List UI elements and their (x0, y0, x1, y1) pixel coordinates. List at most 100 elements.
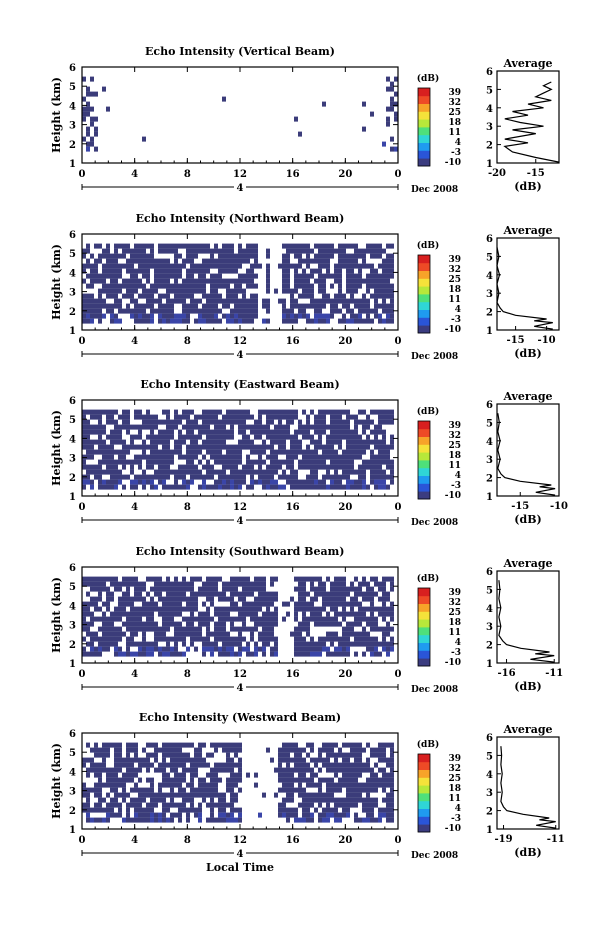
heatmap-cell (114, 606, 118, 612)
heatmap-cell (234, 444, 238, 450)
heatmap-cell (114, 626, 118, 632)
heatmap-cell (94, 243, 98, 249)
heatmap-cell (94, 131, 98, 137)
heatmap-cell (230, 797, 234, 803)
heatmap-cell (94, 263, 98, 269)
heatmap-cell (222, 469, 226, 475)
heatmap-cell (254, 248, 258, 254)
y-axis-label: Height (km) (50, 410, 63, 486)
heatmap-cell (338, 263, 342, 269)
heatmap-cell (286, 263, 290, 269)
heatmap-cell (390, 802, 394, 808)
heatmap-cell (98, 606, 102, 612)
heatmap-cell (142, 248, 146, 254)
profile-title: Average (502, 224, 552, 237)
profile-y-label: 2 (486, 308, 493, 319)
heatmap-cell (146, 278, 150, 284)
heatmap-cell (266, 626, 270, 632)
heatmap-cell (370, 464, 374, 470)
heatmap-cell (114, 439, 118, 445)
heatmap-cell (218, 802, 222, 808)
heatmap-cell (230, 424, 234, 430)
heatmap-cell (154, 621, 158, 627)
heatmap-cell (98, 752, 102, 758)
heatmap-cell (174, 409, 178, 415)
heatmap-cell (334, 636, 338, 642)
heatmap-cell (338, 308, 342, 314)
heatmap-cell (354, 419, 358, 425)
heatmap-cell (302, 747, 306, 753)
heatmap-cell (122, 777, 126, 783)
heatmap-cell (142, 581, 146, 587)
heatmap-cell (354, 762, 358, 768)
heatmap-cell (154, 817, 158, 823)
heatmap-cell (350, 626, 354, 632)
colorbar-tick: 39 (448, 754, 461, 764)
heatmap-cell (102, 757, 106, 763)
heatmap-cell (226, 313, 230, 319)
heatmap-cell (126, 762, 130, 768)
heatmap-cell (318, 767, 322, 773)
heatmap-cell (234, 303, 238, 309)
heatmap-cell (334, 419, 338, 425)
heatmap-cell (246, 318, 250, 324)
heatmap-cell (122, 253, 126, 259)
heatmap-cell (330, 601, 334, 607)
heatmap-cell (346, 303, 350, 309)
heatmap-cell (198, 782, 202, 788)
heatmap-cell (174, 268, 178, 274)
heatmap-cell (274, 479, 278, 485)
heatmap-cell (90, 273, 94, 279)
heatmap-cell (82, 479, 86, 485)
heatmap-cell (294, 434, 298, 440)
heatmap-cell (342, 303, 346, 309)
heatmap-cell (366, 459, 370, 465)
heatmap-cell (210, 767, 214, 773)
heatmap-cell (98, 596, 102, 602)
heatmap-cell (306, 651, 310, 657)
heatmap-cell (390, 641, 394, 647)
heatmap-cell (130, 278, 134, 284)
heatmap-cell (154, 802, 158, 808)
heatmap-cell (282, 298, 286, 304)
heatmap-cell (138, 263, 142, 269)
heatmap-cell (310, 434, 314, 440)
heatmap-cell (158, 263, 162, 269)
heatmap-cell (122, 454, 126, 460)
heatmap-cell (90, 636, 94, 642)
heatmap-cell (82, 762, 86, 768)
heatmap-cell (154, 636, 158, 642)
heatmap-cell (330, 484, 334, 490)
heatmap-cell (322, 101, 326, 107)
heatmap-cell (118, 253, 122, 259)
heatmap-cell (266, 283, 270, 289)
heatmap-cell (322, 484, 326, 490)
heatmap-cell (322, 479, 326, 485)
heatmap-cell (290, 248, 294, 254)
heatmap-cell (206, 596, 210, 602)
heatmap-cell (214, 792, 218, 798)
heatmap-cell (370, 626, 374, 632)
heatmap-cell (290, 459, 294, 465)
heatmap-cell (222, 762, 226, 768)
heatmap-cell (138, 454, 142, 460)
heatmap-cell (114, 777, 118, 783)
heatmap-cell (302, 586, 306, 592)
heatmap-cell (326, 747, 330, 753)
heatmap-cell (354, 742, 358, 748)
heatmap-cell (134, 273, 138, 279)
heatmap-cell (154, 444, 158, 450)
heatmap-cell (354, 596, 358, 602)
heatmap-cell (170, 792, 174, 798)
heatmap-cell (286, 434, 290, 440)
heatmap-cell (154, 792, 158, 798)
heatmap-cell (130, 742, 134, 748)
heatmap-cell (258, 449, 262, 455)
heatmap-cell (146, 454, 150, 460)
heatmap-cell (302, 268, 306, 274)
heatmap-cell (146, 621, 150, 627)
heatmap-cell (214, 444, 218, 450)
heatmap-cell (82, 444, 86, 450)
heatmap-cell (242, 409, 246, 415)
heatmap-cell (318, 636, 322, 642)
